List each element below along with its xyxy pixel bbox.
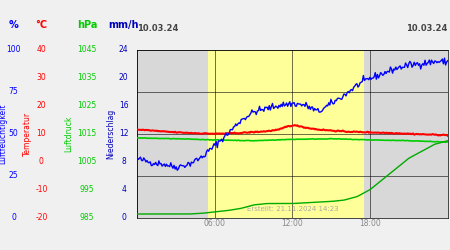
Text: 995: 995 (80, 185, 94, 194)
Text: 24: 24 (119, 46, 129, 54)
Text: 1015: 1015 (77, 129, 96, 138)
Text: mm/h: mm/h (108, 20, 139, 30)
Text: 20: 20 (36, 101, 46, 110)
Text: -10: -10 (35, 185, 48, 194)
Text: 10: 10 (36, 129, 46, 138)
Text: Luftdruck: Luftdruck (64, 116, 73, 152)
Text: 50: 50 (9, 129, 18, 138)
Text: 30: 30 (36, 74, 46, 82)
Text: 0: 0 (11, 213, 16, 222)
Text: %: % (9, 20, 18, 30)
Text: 100: 100 (6, 46, 21, 54)
Text: hPa: hPa (76, 20, 97, 30)
Text: 40: 40 (36, 46, 46, 54)
Text: 1035: 1035 (77, 74, 97, 82)
Text: 1045: 1045 (77, 46, 97, 54)
Text: 16: 16 (119, 101, 129, 110)
Text: °C: °C (36, 20, 47, 30)
Text: 8: 8 (122, 157, 126, 166)
Text: Erstellt: 21.11.2024 14:23: Erstellt: 21.11.2024 14:23 (247, 206, 338, 212)
Bar (208, 50, 364, 217)
Text: 10.03.24: 10.03.24 (406, 24, 448, 33)
Text: 985: 985 (80, 213, 94, 222)
Text: 12: 12 (119, 129, 129, 138)
Text: 0: 0 (122, 213, 126, 222)
Text: 10.03.24: 10.03.24 (137, 24, 179, 33)
Text: 1025: 1025 (77, 101, 96, 110)
Text: -20: -20 (35, 213, 48, 222)
Text: Temperatur: Temperatur (22, 112, 32, 156)
Text: 25: 25 (9, 171, 18, 180)
Text: Niederschlag: Niederschlag (106, 108, 115, 159)
Text: Luftfeuchtigkeit: Luftfeuchtigkeit (0, 104, 7, 164)
Text: 20: 20 (119, 74, 129, 82)
Text: 1005: 1005 (77, 157, 97, 166)
Text: 75: 75 (9, 87, 18, 96)
Text: 4: 4 (122, 185, 126, 194)
Text: 0: 0 (39, 157, 44, 166)
